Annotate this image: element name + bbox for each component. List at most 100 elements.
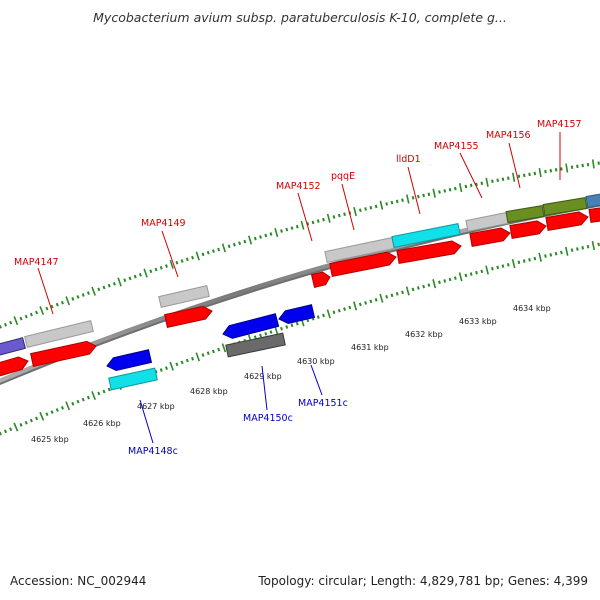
minor-tick — [322, 217, 325, 222]
minor-tick — [422, 284, 426, 289]
reverse-label-leader — [310, 364, 323, 396]
minor-tick — [549, 253, 553, 257]
minor-tick — [138, 272, 142, 277]
gene-arrow-forward — [329, 251, 397, 277]
major-tick — [512, 172, 516, 182]
scale-label: 4632 kbp — [405, 330, 443, 339]
gene-arrow-forward — [164, 305, 213, 328]
gene-arrow-forward — [0, 356, 29, 377]
minor-tick — [86, 291, 90, 295]
gene-arrow-forward — [396, 240, 462, 264]
minor-tick — [259, 333, 262, 338]
forward-label-leader — [508, 142, 521, 189]
minor-tick — [517, 260, 521, 265]
minor-tick — [191, 356, 195, 361]
minor-tick — [469, 272, 473, 276]
minor-tick — [123, 278, 127, 283]
minor-tick — [211, 349, 215, 354]
minor-tick — [165, 264, 168, 268]
major-tick — [169, 259, 174, 269]
gene-block-forward — [391, 223, 461, 248]
minor-tick — [390, 200, 394, 205]
minor-tick — [544, 254, 547, 258]
forward-gene-label: pqqE — [331, 171, 355, 182]
minor-tick — [0, 324, 2, 329]
minor-tick — [422, 193, 425, 198]
minor-tick — [517, 174, 521, 179]
minor-tick — [55, 302, 59, 307]
gene-arrow-forward — [509, 220, 547, 239]
minor-tick — [337, 213, 341, 218]
minor-tick — [597, 242, 600, 247]
minor-tick — [217, 247, 221, 252]
minor-tick — [185, 358, 189, 363]
minor-tick — [154, 267, 158, 272]
gene-block-reverse — [225, 332, 286, 358]
major-tick — [511, 258, 516, 269]
major-tick — [591, 159, 595, 169]
minor-tick — [401, 198, 404, 202]
minor-tick — [348, 305, 352, 310]
scale-label: 4630 kbp — [297, 357, 335, 366]
major-tick — [353, 301, 358, 311]
minor-tick — [438, 190, 441, 194]
scale-label: 4627 kbp — [137, 402, 175, 411]
minor-tick — [343, 307, 346, 311]
minor-tick — [19, 423, 23, 427]
minor-tick — [238, 241, 242, 245]
major-tick — [405, 286, 410, 296]
gene-block-forward — [0, 337, 27, 356]
gene-block-forward — [24, 320, 94, 348]
minor-tick — [107, 387, 111, 392]
accession-text: Accession: NC_002944 — [10, 574, 147, 588]
minor-tick — [112, 281, 116, 286]
gene-arrow-reverse — [278, 304, 316, 325]
minor-tick — [533, 171, 537, 176]
minor-tick — [416, 286, 420, 290]
minor-tick — [491, 179, 494, 184]
minor-tick — [217, 347, 221, 352]
minor-tick — [390, 293, 394, 298]
gene-layer — [0, 193, 600, 391]
gene-arrow-forward — [30, 340, 97, 367]
minor-tick — [206, 351, 210, 356]
forward-label-leader — [297, 192, 313, 242]
minor-tick — [443, 189, 447, 193]
major-tick — [248, 235, 253, 245]
major-tick — [379, 293, 384, 303]
minor-tick — [102, 285, 106, 290]
major-tick — [326, 213, 331, 223]
forward-label-leader — [161, 230, 179, 278]
gene-arrow-forward — [545, 211, 589, 231]
minor-tick — [322, 313, 325, 318]
minor-tick — [71, 401, 75, 406]
minor-tick — [107, 283, 111, 288]
gene-block-forward — [585, 193, 600, 208]
major-tick — [353, 207, 357, 217]
minor-tick — [290, 323, 294, 328]
minor-tick — [175, 362, 179, 367]
gene-arrow-reverse — [222, 313, 280, 339]
minor-tick — [395, 199, 399, 204]
map-title: Mycobacterium avium subsp. paratuberculo… — [93, 10, 507, 25]
minor-tick — [337, 308, 341, 313]
minor-tick — [76, 295, 80, 299]
minor-tick — [35, 310, 39, 315]
major-tick — [564, 246, 569, 256]
minor-tick — [133, 274, 137, 279]
minor-tick — [3, 429, 8, 434]
major-tick — [326, 309, 331, 319]
tick-track-layer — [0, 159, 600, 436]
minor-tick — [480, 269, 484, 274]
minor-tick — [97, 391, 101, 396]
minor-tick — [201, 252, 205, 257]
minor-tick — [453, 276, 457, 280]
minor-tick — [232, 242, 236, 247]
forward-gene-label: MAP4156 — [486, 130, 531, 141]
minor-tick — [159, 368, 163, 372]
major-tick — [91, 391, 96, 401]
minor-tick — [581, 246, 585, 250]
minor-tick — [374, 204, 378, 209]
